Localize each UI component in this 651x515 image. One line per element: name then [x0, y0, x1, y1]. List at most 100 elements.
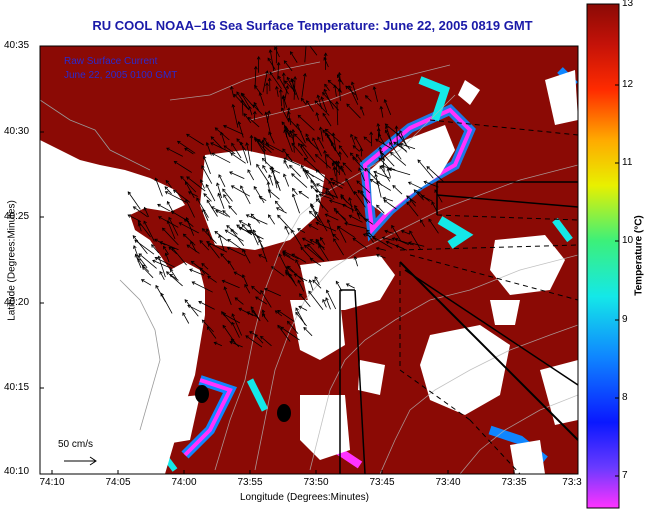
current-vector-head: [329, 177, 334, 182]
current-vector: [336, 101, 339, 126]
current-vector-head: [369, 178, 374, 183]
current-vector-head: [250, 213, 255, 218]
current-vector-head: [399, 142, 404, 147]
current-vector-head: [317, 136, 321, 141]
current-vector-head: [322, 298, 326, 303]
current-vector: [262, 165, 268, 173]
current-vector-head: [157, 203, 161, 208]
current-vector-head: [231, 321, 235, 326]
y-tick-label: 40:15: [4, 382, 30, 393]
current-vector: [308, 290, 324, 311]
current-vector-head: [335, 210, 339, 214]
current-vector: [325, 213, 339, 221]
current-vector: [410, 199, 416, 207]
current-vector-head: [265, 142, 270, 146]
current-vector-head: [322, 92, 326, 96]
current-vector-head: [196, 197, 200, 202]
current-vector-head: [137, 222, 142, 227]
current-vector: [317, 95, 323, 110]
current-vector-head: [399, 129, 403, 134]
current-vector: [269, 71, 282, 90]
current-vector: [277, 62, 280, 80]
current-vector-head: [282, 148, 286, 153]
current-vector: [322, 129, 333, 143]
current-vector-head: [163, 245, 167, 250]
current-vector-head: [379, 105, 384, 110]
current-vector-head: [222, 210, 226, 214]
current-vector: [303, 327, 313, 337]
current-vector-head: [275, 40, 278, 43]
current-vector-head: [287, 117, 292, 122]
current-vector: [306, 138, 319, 150]
current-vector-head: [284, 80, 288, 84]
current-vector: [319, 194, 332, 199]
current-vector-head: [389, 151, 394, 156]
current-vector-head: [286, 76, 291, 81]
current-vector-head: [423, 180, 428, 185]
current-vector: [228, 260, 235, 271]
current-vector: [356, 212, 367, 220]
current-vector-head: [355, 153, 360, 158]
current-vector: [288, 118, 302, 133]
current-vector-head: [245, 214, 250, 218]
current-vector-head: [326, 187, 330, 192]
current-vector-head: [308, 224, 312, 228]
current-vector-head: [283, 60, 288, 64]
current-vector-head: [316, 183, 320, 187]
colorbar-tick-label: 7: [622, 470, 628, 481]
current-vector: [214, 231, 228, 242]
current-vector-head: [250, 306, 255, 310]
current-vector: [254, 137, 265, 153]
current-vector: [333, 208, 348, 223]
current-vector: [234, 271, 244, 278]
current-vector: [283, 173, 290, 187]
current-vector-head: [305, 133, 309, 137]
current-vector: [291, 229, 302, 247]
current-vector-head: [231, 313, 235, 317]
current-vector-head: [205, 141, 210, 146]
current-vector-head: [385, 240, 390, 245]
colorbar-tick-label: 11: [622, 157, 633, 168]
current-vector: [275, 200, 284, 211]
current-vector: [354, 205, 367, 222]
current-vector: [360, 148, 363, 157]
current-vector: [325, 128, 341, 143]
current-vector: [324, 84, 330, 91]
current-vector: [240, 185, 251, 205]
cool-fronts: [157, 67, 578, 472]
current-vector: [312, 279, 322, 289]
current-vector-head: [417, 159, 422, 164]
current-vector: [406, 201, 419, 217]
current-vector-head: [303, 244, 308, 249]
current-vector: [215, 210, 228, 217]
current-vector-head: [182, 312, 186, 316]
y-axis-title: Latitude (Degrees:Minutes): [6, 200, 18, 321]
current-vector: [417, 159, 434, 179]
current-vector-head: [185, 198, 189, 203]
current-vector: [215, 127, 230, 141]
current-vector: [315, 154, 332, 169]
current-vector: [267, 182, 272, 198]
current-vector-head: [187, 191, 192, 195]
current-vector-head: [364, 167, 369, 172]
current-vector: [299, 293, 311, 308]
current-vector-head: [326, 134, 331, 138]
current-vector: [133, 206, 148, 218]
current-vector: [387, 168, 391, 178]
current-vector: [189, 269, 205, 276]
current-vector: [137, 255, 148, 269]
colorbar-tick-label: 8: [622, 392, 628, 403]
current-vector: [265, 112, 272, 136]
current-vector-head: [325, 289, 330, 294]
x-tick-label: 73:45: [369, 477, 395, 488]
current-vector-head: [261, 157, 266, 162]
current-vector-head: [360, 190, 364, 194]
x-tick-label: 73:3: [562, 477, 582, 488]
current-vector: [166, 271, 183, 287]
current-vector: [138, 223, 142, 232]
current-vector-head: [155, 284, 159, 289]
current-vector: [255, 296, 268, 305]
current-vector-head: [256, 163, 260, 168]
current-vector-head: [338, 151, 342, 155]
